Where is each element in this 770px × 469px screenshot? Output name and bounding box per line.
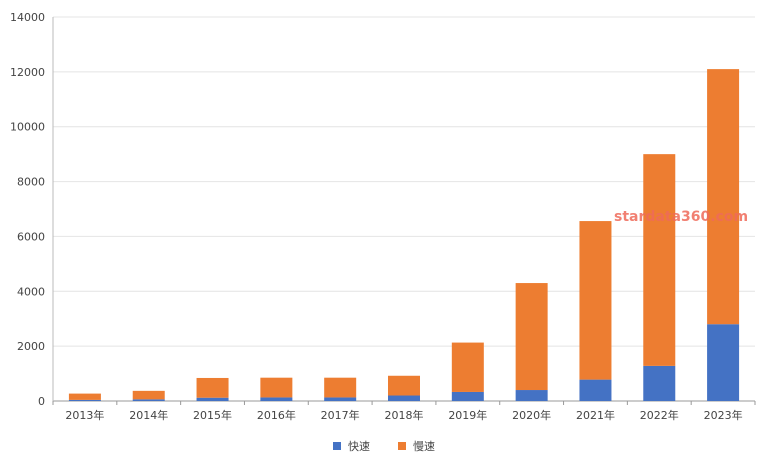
x-tick-label: 2023年 — [704, 408, 743, 422]
bar-segment-fast — [451, 391, 484, 401]
y-tick-label: 12000 — [10, 66, 45, 79]
legend-label[interactable]: 快速 — [348, 440, 370, 453]
x-tick-label: 2017年 — [321, 408, 360, 422]
bar-segment-slow — [643, 154, 676, 366]
bar-segment-fast — [196, 397, 229, 401]
bar-segment-fast — [579, 379, 612, 401]
gridlines — [53, 16, 755, 402]
bar-segment-fast — [324, 397, 357, 401]
bar-segment-fast — [643, 365, 676, 401]
bar-segment-slow — [515, 283, 548, 391]
bar-segment-fast — [132, 399, 165, 401]
x-tick-label: 2022年 — [640, 408, 679, 422]
bar-segment-slow — [68, 393, 101, 400]
legend-label[interactable]: 慢速 — [413, 440, 435, 453]
x-tick-label: 2019年 — [448, 408, 487, 422]
bars — [68, 69, 740, 401]
bar-segment-slow — [579, 221, 612, 380]
bar-segment-slow — [196, 377, 229, 398]
legend-swatch[interactable] — [398, 442, 406, 450]
bar-segment-fast — [68, 399, 101, 401]
x-tick-label: 2013年 — [65, 408, 104, 422]
y-tick-labels: 0 2000 4000 6000 8000 10000 12000 14000 — [10, 11, 45, 408]
y-tick-label: 4000 — [17, 285, 45, 298]
legend: 快速 慢速 — [333, 440, 435, 453]
y-tick-label: 2000 — [17, 340, 45, 353]
y-tick-label: 14000 — [10, 11, 45, 24]
bar-segment-fast — [260, 397, 293, 401]
bar-segment-fast — [707, 324, 740, 401]
bar-segment-slow — [260, 377, 293, 398]
bar-segment-slow — [707, 69, 740, 325]
bar-segment-fast — [388, 395, 420, 401]
y-tick-label: 6000 — [17, 230, 45, 243]
x-tick-label: 2021年 — [576, 408, 615, 422]
x-tick-labels: 2013年 2014年 2015年 2016年 2017年 2018年 2019年 2020年… — [65, 408, 742, 422]
x-tick-label: 2018年 — [385, 408, 424, 422]
x-tick-label: 2016年 — [257, 408, 296, 422]
axes — [52, 17, 756, 405]
legend-swatch[interactable] — [333, 442, 341, 450]
x-tick-label: 2014年 — [129, 408, 168, 422]
bar-segment-slow — [132, 390, 165, 400]
y-tick-label: 8000 — [17, 176, 45, 189]
y-tick-label: 0 — [38, 395, 45, 408]
bar-segment-slow — [388, 375, 420, 396]
bar-segment-slow — [451, 342, 484, 392]
bar-segment-fast — [515, 390, 548, 401]
y-tick-label: 10000 — [10, 121, 45, 134]
watermark-text: stardata360.com — [614, 209, 748, 225]
x-tick-label: 2020年 — [512, 408, 551, 422]
x-tick-label: 2015年 — [193, 408, 232, 422]
bar-segment-slow — [324, 377, 357, 398]
